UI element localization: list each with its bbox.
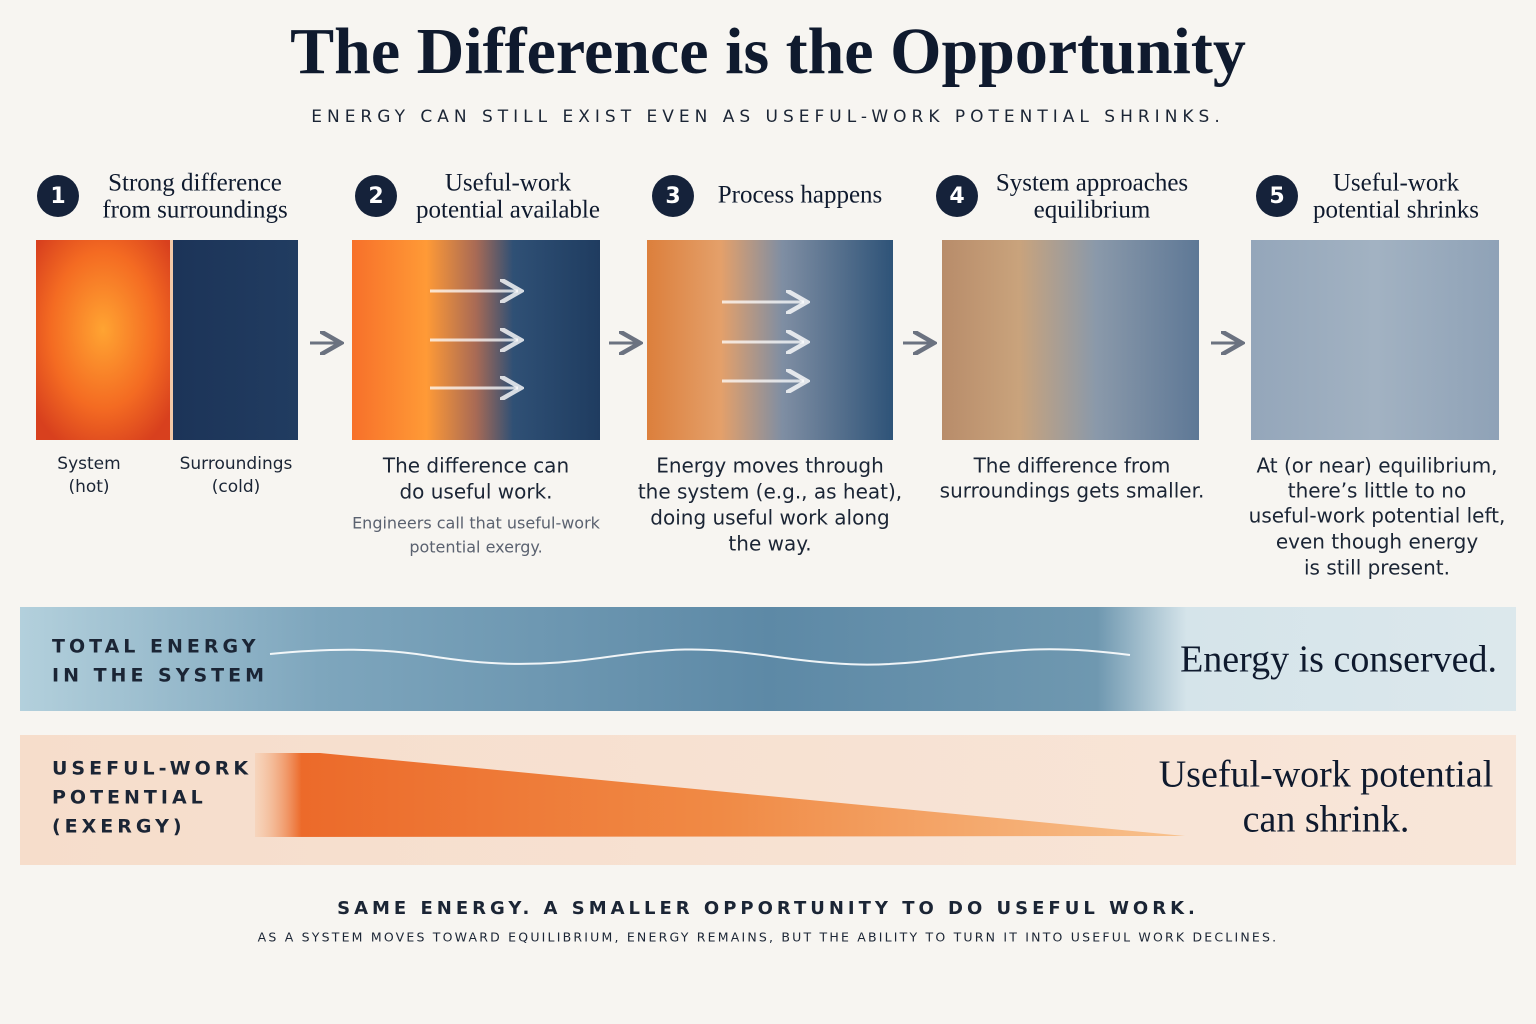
band-label: (EXERGY): [52, 816, 186, 838]
step-number: 1: [50, 184, 65, 209]
panel-label: Surroundings: [180, 454, 293, 474]
exergy-band: USEFUL-WORK POTENTIAL (EXERGY) Useful-wo…: [20, 735, 1516, 865]
footer-subline: AS A SYSTEM MOVES TOWARD EQUILIBRIUM, EN…: [258, 930, 1279, 945]
note: potential exergy.: [409, 538, 542, 557]
band-statement: can shrink.: [1243, 799, 1410, 841]
band-statement: Useful-work potential: [1159, 754, 1494, 796]
panel: [1251, 240, 1499, 440]
step-number: 4: [949, 184, 964, 209]
energy-band: TOTAL ENERGY IN THE SYSTEM Energy is con…: [20, 607, 1516, 711]
subtitle: ENERGY CAN STILL EXIST EVEN AS USEFUL-WO…: [311, 107, 1225, 127]
caption: even though energy: [1276, 530, 1478, 554]
step-heading: equilibrium: [1034, 197, 1151, 224]
panel-label: System: [57, 454, 120, 474]
band-background: [20, 607, 1516, 711]
band-label: POTENTIAL: [52, 787, 207, 809]
band-statement: Energy is conserved.: [1180, 639, 1497, 681]
band-label: USEFUL-WORK: [52, 758, 252, 780]
caption: At (or near) equilibrium,: [1256, 454, 1497, 478]
step-heading: Process happens: [718, 182, 883, 209]
caption: there’s little to no: [1288, 479, 1466, 503]
caption: useful-work potential left,: [1249, 504, 1506, 528]
footer-headline: SAME ENERGY. A SMALLER OPPORTUNITY TO DO…: [337, 898, 1199, 919]
band-label: IN THE SYSTEM: [52, 665, 268, 687]
step-badges: 1 2 3 4 5: [37, 175, 1298, 217]
hot-panel: [36, 240, 170, 440]
step-number: 5: [1269, 184, 1284, 209]
boundary: [170, 240, 173, 440]
step-heading: from surroundings: [102, 197, 287, 224]
step-number: 2: [368, 184, 383, 209]
caption: the way.: [728, 532, 811, 556]
energy-wave: [269, 648, 1131, 666]
step-heading: Useful-work: [445, 170, 572, 197]
panel-label: (cold): [212, 477, 261, 497]
step-heading: System approaches: [996, 170, 1188, 197]
caption: The difference from: [973, 454, 1171, 478]
step-heading: Strong difference: [108, 170, 282, 197]
caption: the system (e.g., as heat),: [638, 480, 902, 504]
caption: The difference can: [382, 454, 569, 478]
cold-panel: [173, 240, 298, 440]
step-heading: Useful-work: [1333, 170, 1460, 197]
panel: [647, 240, 893, 440]
panel: [942, 240, 1199, 440]
caption: is still present.: [1304, 556, 1450, 580]
exergy-wedge: [255, 753, 1185, 837]
step-heading: potential available: [416, 197, 600, 224]
captions: System (hot) Surroundings (cold) The dif…: [57, 454, 1505, 580]
caption: doing useful work along: [650, 506, 889, 530]
panels: [36, 240, 1499, 440]
step-number: 3: [665, 184, 680, 209]
flow-arrows: [430, 291, 804, 388]
step-heading: potential shrinks: [1313, 197, 1479, 224]
band-label: TOTAL ENERGY: [52, 636, 259, 658]
caption: surroundings gets smaller.: [940, 479, 1205, 503]
note: Engineers call that useful-work: [352, 514, 601, 533]
step-headings: Strong difference from surroundings Usef…: [102, 170, 1479, 224]
caption: do useful work.: [399, 480, 552, 504]
panel-label: (hot): [68, 477, 109, 497]
title: The Difference is the Opportunity: [290, 15, 1246, 88]
caption: Energy moves through: [656, 454, 884, 478]
